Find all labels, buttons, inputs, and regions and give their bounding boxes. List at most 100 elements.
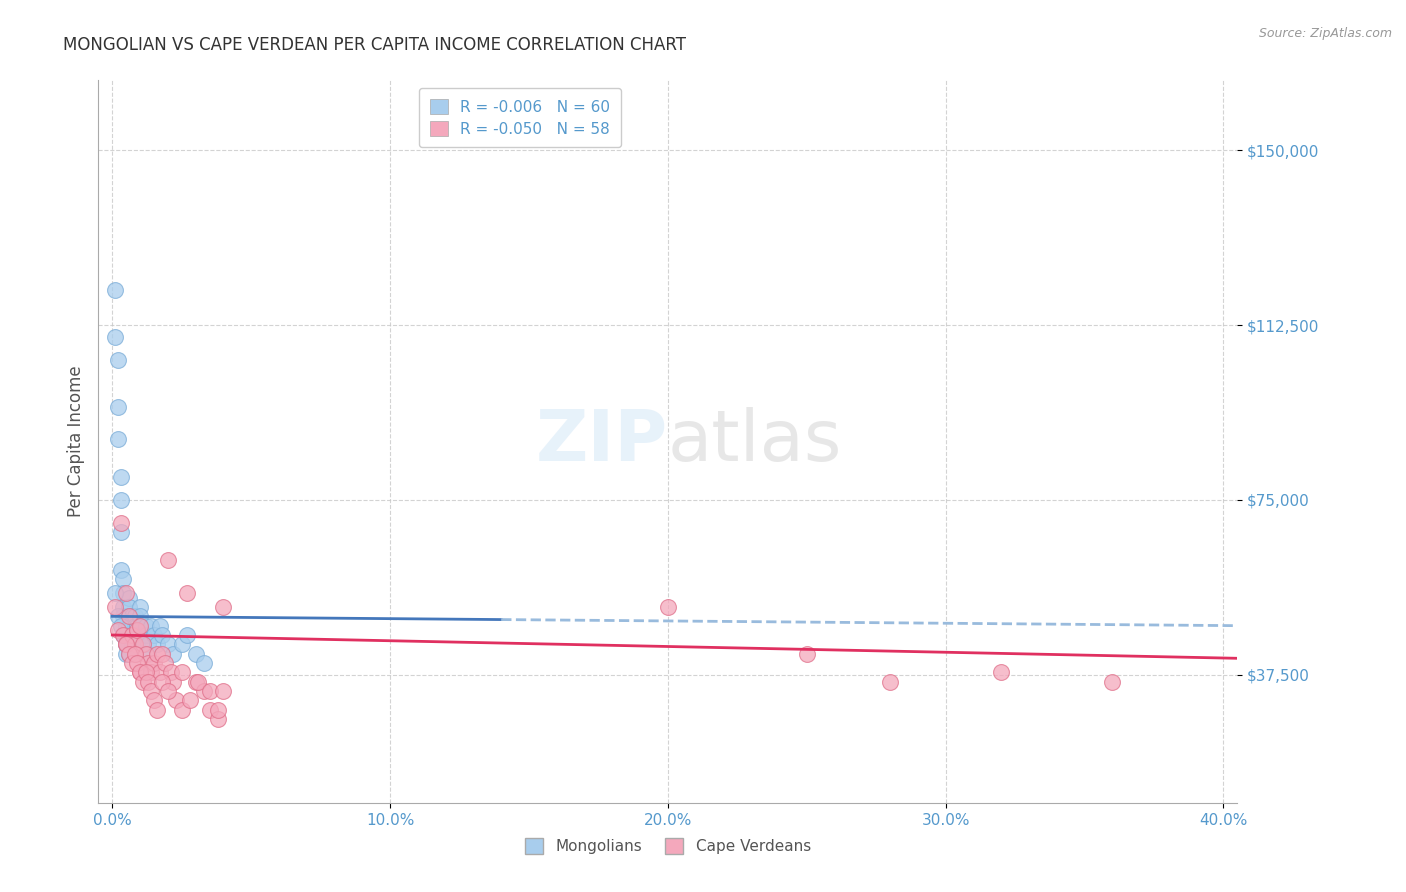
Point [118, 618, 141, 632]
Y-axis label: Per Capita Income: Per Capita Income [66, 366, 84, 517]
Point [115, 637, 138, 651]
Point [115, 618, 138, 632]
Point [170, 702, 193, 716]
Point [127, 618, 149, 632]
Point [110, 618, 132, 632]
Point [127, 637, 149, 651]
Point [184, 674, 207, 689]
Point [143, 656, 166, 670]
Point [170, 665, 193, 680]
Point [212, 600, 235, 615]
Text: atlas: atlas [668, 407, 842, 476]
Point [110, 563, 132, 577]
Point [207, 712, 229, 726]
Point [156, 553, 179, 567]
Point [145, 637, 167, 651]
Point [124, 647, 146, 661]
Point [115, 647, 138, 661]
Point [162, 647, 184, 661]
Point [107, 432, 129, 446]
Point [110, 516, 132, 530]
Point [879, 674, 901, 689]
Point [145, 702, 167, 716]
Point [212, 684, 235, 698]
Point [115, 632, 138, 647]
Point [115, 637, 138, 651]
Point [143, 693, 166, 707]
Legend: Mongolians, Cape Verdeans: Mongolians, Cape Verdeans [519, 832, 817, 860]
Point [207, 702, 229, 716]
Point [156, 637, 179, 651]
Point [198, 684, 221, 698]
Text: Source: ZipAtlas.com: Source: ZipAtlas.com [1258, 27, 1392, 40]
Point [115, 586, 138, 600]
Point [121, 656, 143, 670]
Point [112, 600, 135, 615]
Point [118, 647, 141, 661]
Point [129, 600, 152, 615]
Point [143, 628, 166, 642]
Point [179, 693, 201, 707]
Point [129, 609, 152, 624]
Point [118, 609, 141, 624]
Point [150, 674, 173, 689]
Point [187, 674, 209, 689]
Point [132, 674, 155, 689]
Point [121, 637, 143, 651]
Point [198, 702, 221, 716]
Point [112, 628, 135, 642]
Point [135, 647, 157, 661]
Point [138, 656, 160, 670]
Point [129, 665, 152, 680]
Point [104, 283, 127, 297]
Point [127, 656, 149, 670]
Point [124, 609, 146, 624]
Point [796, 647, 818, 661]
Point [124, 647, 146, 661]
Point [129, 618, 152, 632]
Point [118, 600, 141, 615]
Point [176, 628, 198, 642]
Point [176, 586, 198, 600]
Point [135, 628, 157, 642]
Point [115, 637, 138, 651]
Point [138, 637, 160, 651]
Point [127, 628, 149, 642]
Point [150, 647, 173, 661]
Point [118, 591, 141, 605]
Point [193, 656, 215, 670]
Point [132, 637, 155, 651]
Point [112, 586, 135, 600]
Point [118, 609, 141, 624]
Point [129, 618, 152, 632]
Point [124, 637, 146, 651]
Point [1101, 674, 1123, 689]
Point [193, 684, 215, 698]
Point [107, 400, 129, 414]
Point [104, 586, 127, 600]
Point [107, 609, 129, 624]
Point [153, 656, 176, 670]
Point [127, 624, 149, 638]
Point [107, 624, 129, 638]
Point [112, 609, 135, 624]
Point [118, 647, 141, 661]
Point [150, 628, 173, 642]
Point [165, 693, 187, 707]
Point [138, 647, 160, 661]
Point [112, 572, 135, 586]
Point [990, 665, 1012, 680]
Point [110, 525, 132, 540]
Point [138, 674, 160, 689]
Point [115, 628, 138, 642]
Point [132, 628, 155, 642]
Point [121, 628, 143, 642]
Point [657, 600, 679, 615]
Point [104, 600, 127, 615]
Point [141, 618, 163, 632]
Point [184, 647, 207, 661]
Point [115, 637, 138, 651]
Point [121, 628, 143, 642]
Point [135, 665, 157, 680]
Point [162, 674, 184, 689]
